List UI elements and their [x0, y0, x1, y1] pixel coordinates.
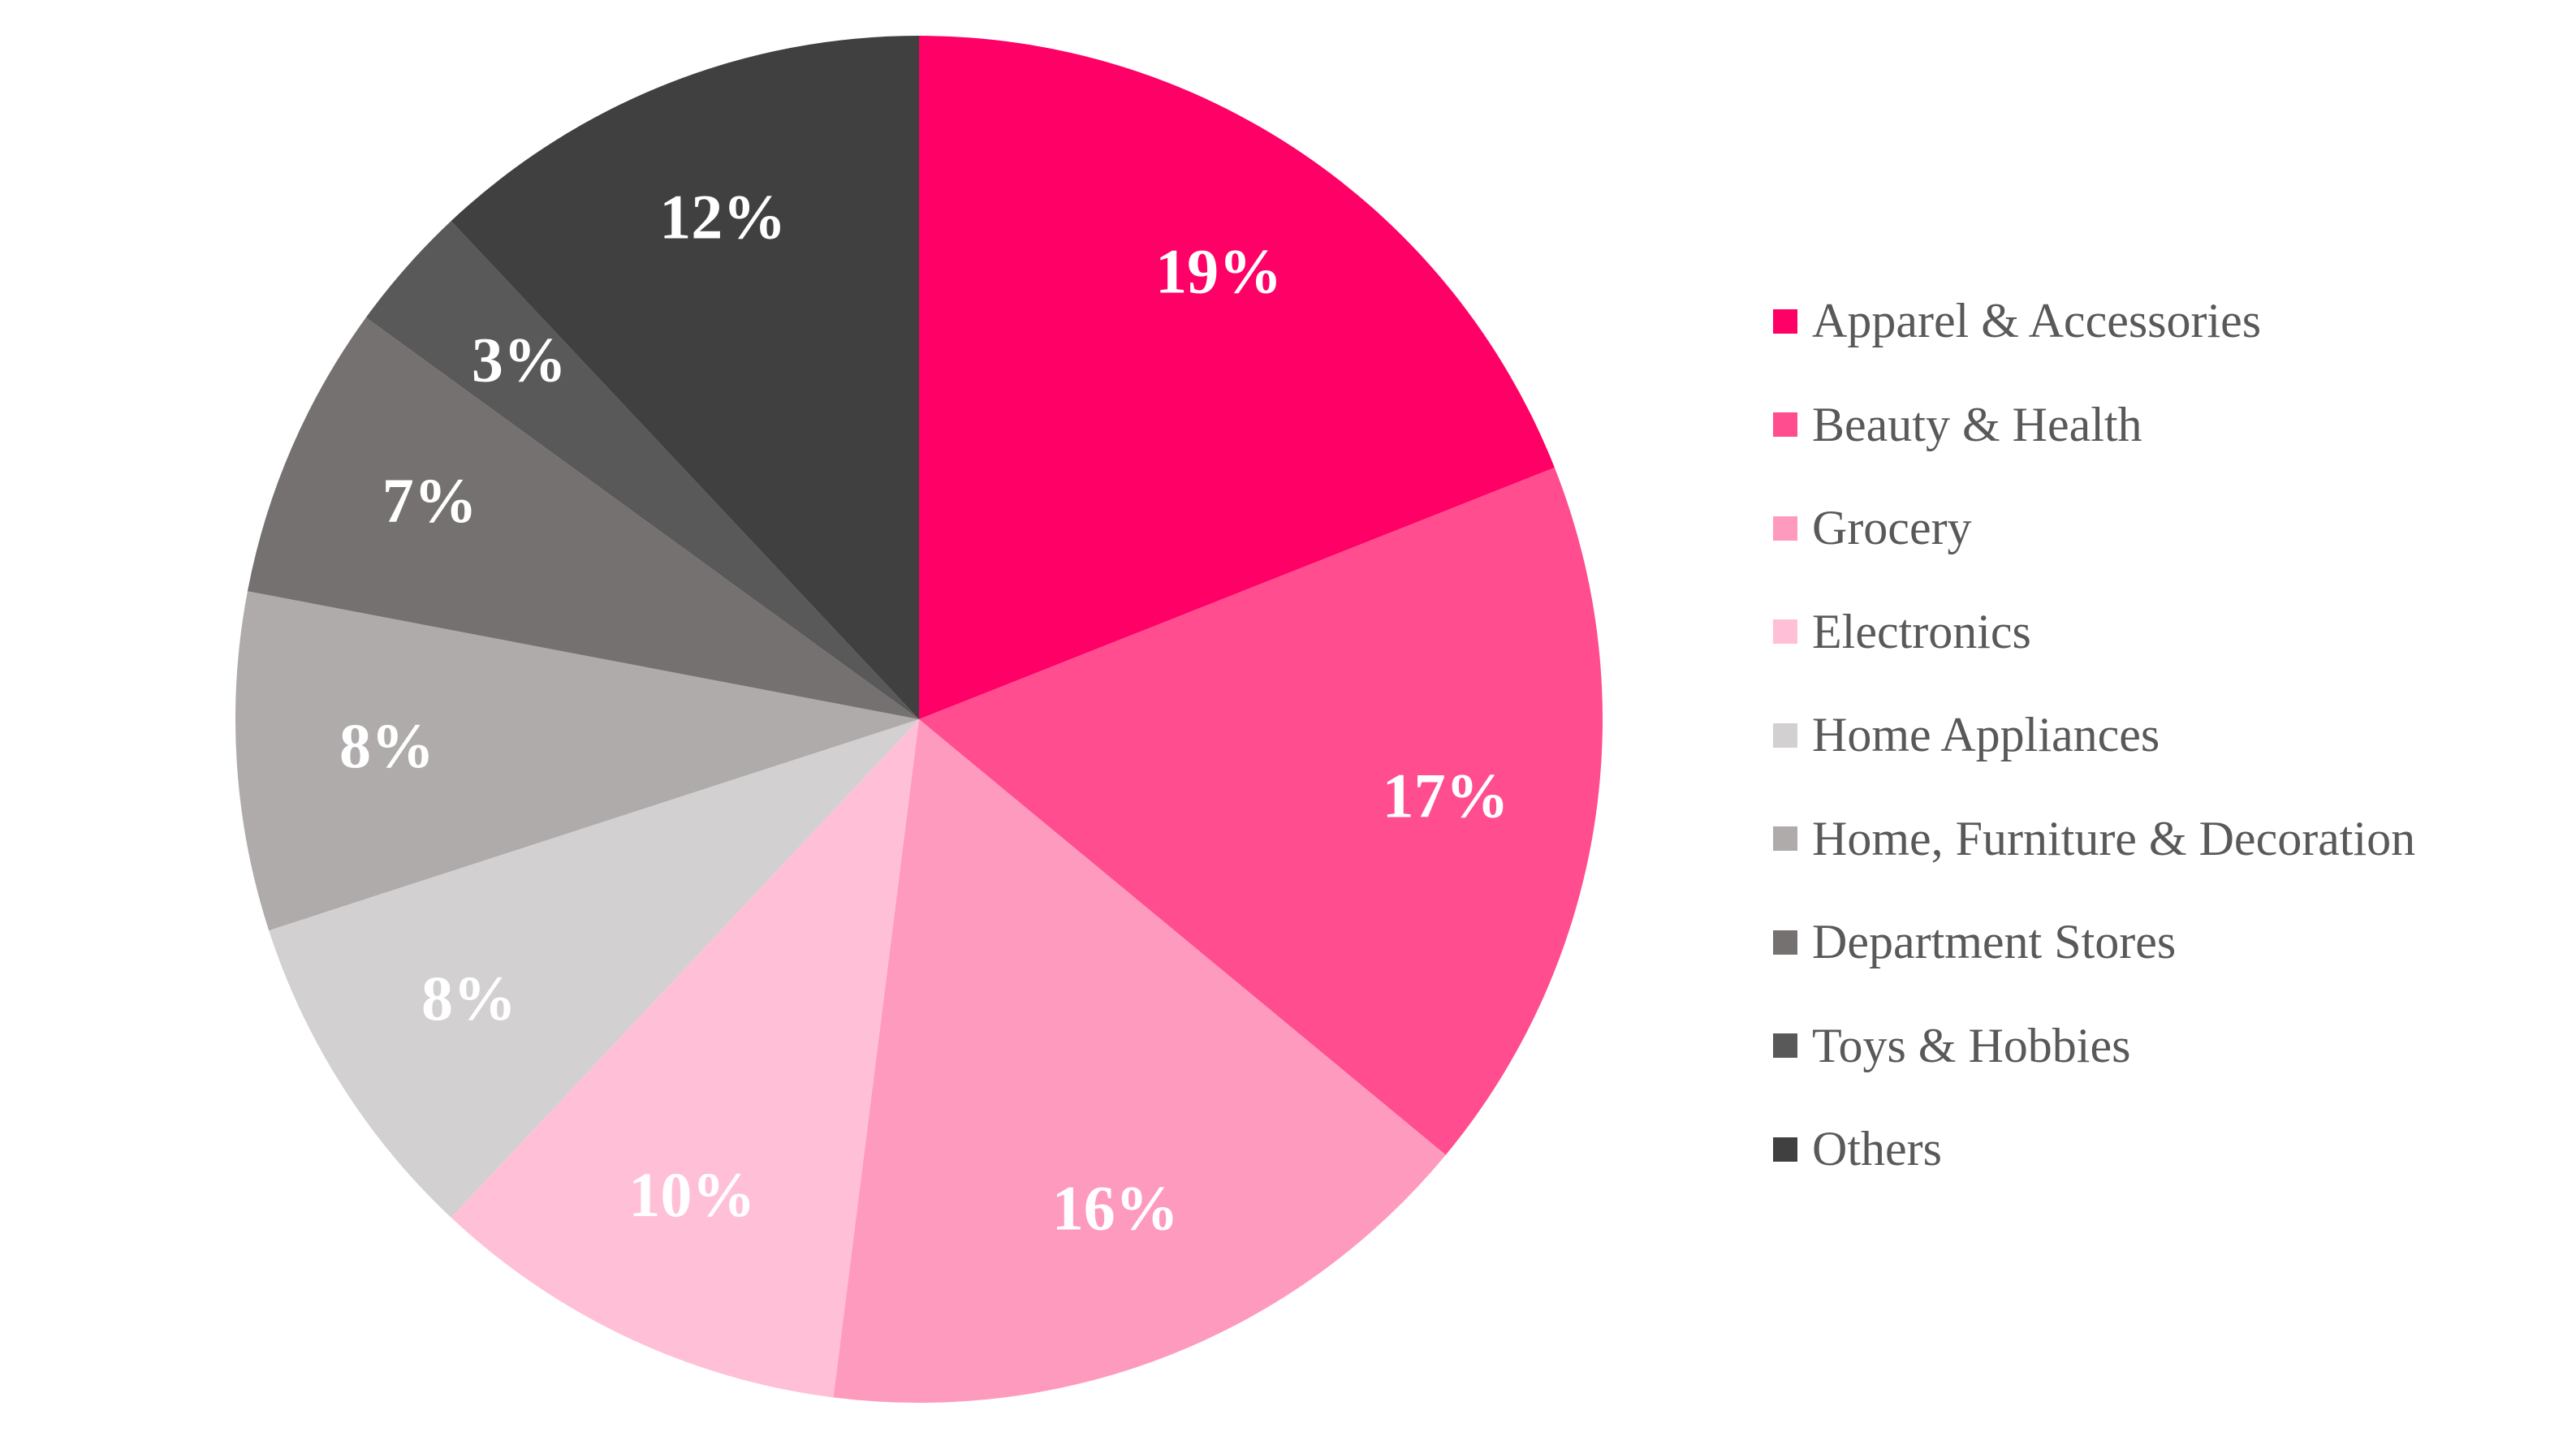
legend-item: Beauty & Health	[1773, 373, 2552, 477]
pie-slice	[269, 719, 919, 1218]
slice-data-label: 8%	[421, 963, 516, 1033]
legend-swatch	[1773, 826, 1797, 852]
legend-label: Toys & Hobbies	[1812, 1018, 2131, 1072]
legend-label: Apparel & Accessories	[1812, 294, 2262, 348]
legend-item: Home Appliances	[1773, 684, 2552, 787]
pie-slice	[451, 36, 919, 719]
legend-swatch	[1773, 930, 1797, 955]
slice-data-label: 10%	[628, 1159, 755, 1230]
pie-slice	[235, 591, 919, 931]
slice-data-label: 19%	[1155, 236, 1282, 307]
pie-slice	[919, 36, 1555, 719]
legend-swatch	[1773, 515, 1797, 541]
pie-slice	[833, 719, 1446, 1404]
legend-item: Department Stores	[1773, 891, 2552, 994]
legend-swatch	[1773, 619, 1797, 645]
pie-slice	[919, 468, 1603, 1155]
pie-slice	[247, 317, 919, 719]
pie-slice	[365, 221, 919, 720]
slice-data-label: 7%	[382, 465, 477, 536]
legend-label: Grocery	[1812, 501, 1972, 555]
legend-item: Electronics	[1773, 580, 2552, 684]
legend-label: Home, Furniture & Decoration	[1812, 811, 2416, 865]
legend-item: Home, Furniture & Decoration	[1773, 787, 2552, 891]
slice-data-label: 3%	[472, 325, 567, 395]
legend-item: Apparel & Accessories	[1773, 270, 2552, 373]
legend-label: Others	[1812, 1122, 1942, 1176]
legend-label: Electronics	[1812, 604, 2031, 658]
pie-slices	[235, 36, 1603, 1404]
legend-label: Beauty & Health	[1812, 397, 2142, 451]
slice-data-label: 16%	[1052, 1173, 1179, 1244]
legend-swatch	[1773, 722, 1797, 748]
legend-swatch	[1773, 412, 1797, 438]
pie-slice	[451, 719, 919, 1398]
legend-label: Department Stores	[1812, 915, 2177, 969]
legend-item: Grocery	[1773, 477, 2552, 580]
legend-swatch	[1773, 1137, 1797, 1162]
pie-data-labels: 19% 17% 16% 10% 8% 8% 7% 3% 12%	[339, 181, 1509, 1243]
legend-swatch	[1773, 308, 1797, 334]
legend-item: Toys & Hobbies	[1773, 994, 2552, 1098]
legend-label: Home Appliances	[1812, 708, 2160, 762]
legend: Apparel & Accessories Beauty & Health Groc…	[1773, 270, 2552, 1201]
legend-swatch	[1773, 1033, 1797, 1059]
slice-data-label: 17%	[1383, 761, 1509, 831]
slice-data-label: 8%	[339, 710, 434, 781]
slice-data-label: 12%	[659, 181, 786, 252]
legend-item: Others	[1773, 1098, 2552, 1201]
